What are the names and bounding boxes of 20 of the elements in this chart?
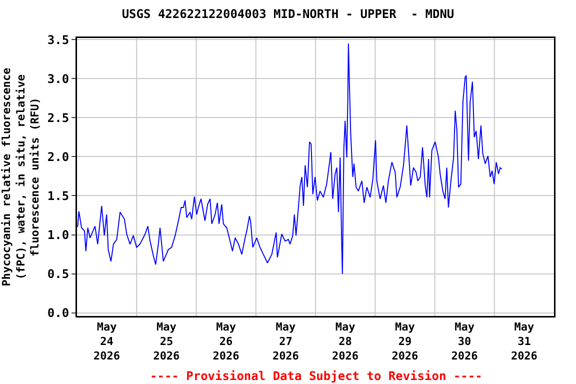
y-tick-label: 1.0 [47,228,70,242]
x-tick-label: May 30 2026 [451,320,478,362]
x-tick-label: May 31 2026 [510,320,538,362]
x-tick-label: May 25 2026 [153,320,180,362]
x-tick-label: May 28 2026 [332,320,359,362]
y-axis-title: Phycocyanin relative fluorescence (fPC), water, in situ, relative fluorescence units (RFU) [0,67,42,286]
text: ---- Provisional Data Subject to Revision ---- [150,369,482,383]
y-tick-label: 2.0 [47,150,70,164]
x-tick-label: May 27 2026 [272,320,300,362]
y-tick-label: 3.5 [47,32,70,47]
x-tick-label: May 29 2026 [392,320,419,362]
y-tick-label: 1.5 [47,188,70,203]
y-tick-label: 0.0 [47,306,70,320]
line-series [77,42,502,274]
y-tick-label: 3.0 [47,72,70,86]
x-tick-label: May 26 2026 [212,320,240,362]
chart-title: USGS 422622122004003 MID-NORTH - UPPER - MDNU [122,7,454,21]
y-tick-label: 2.5 [47,110,70,125]
y-tick-label: 0.5 [47,267,70,282]
x-tick-label: May 24 2026 [94,320,120,362]
